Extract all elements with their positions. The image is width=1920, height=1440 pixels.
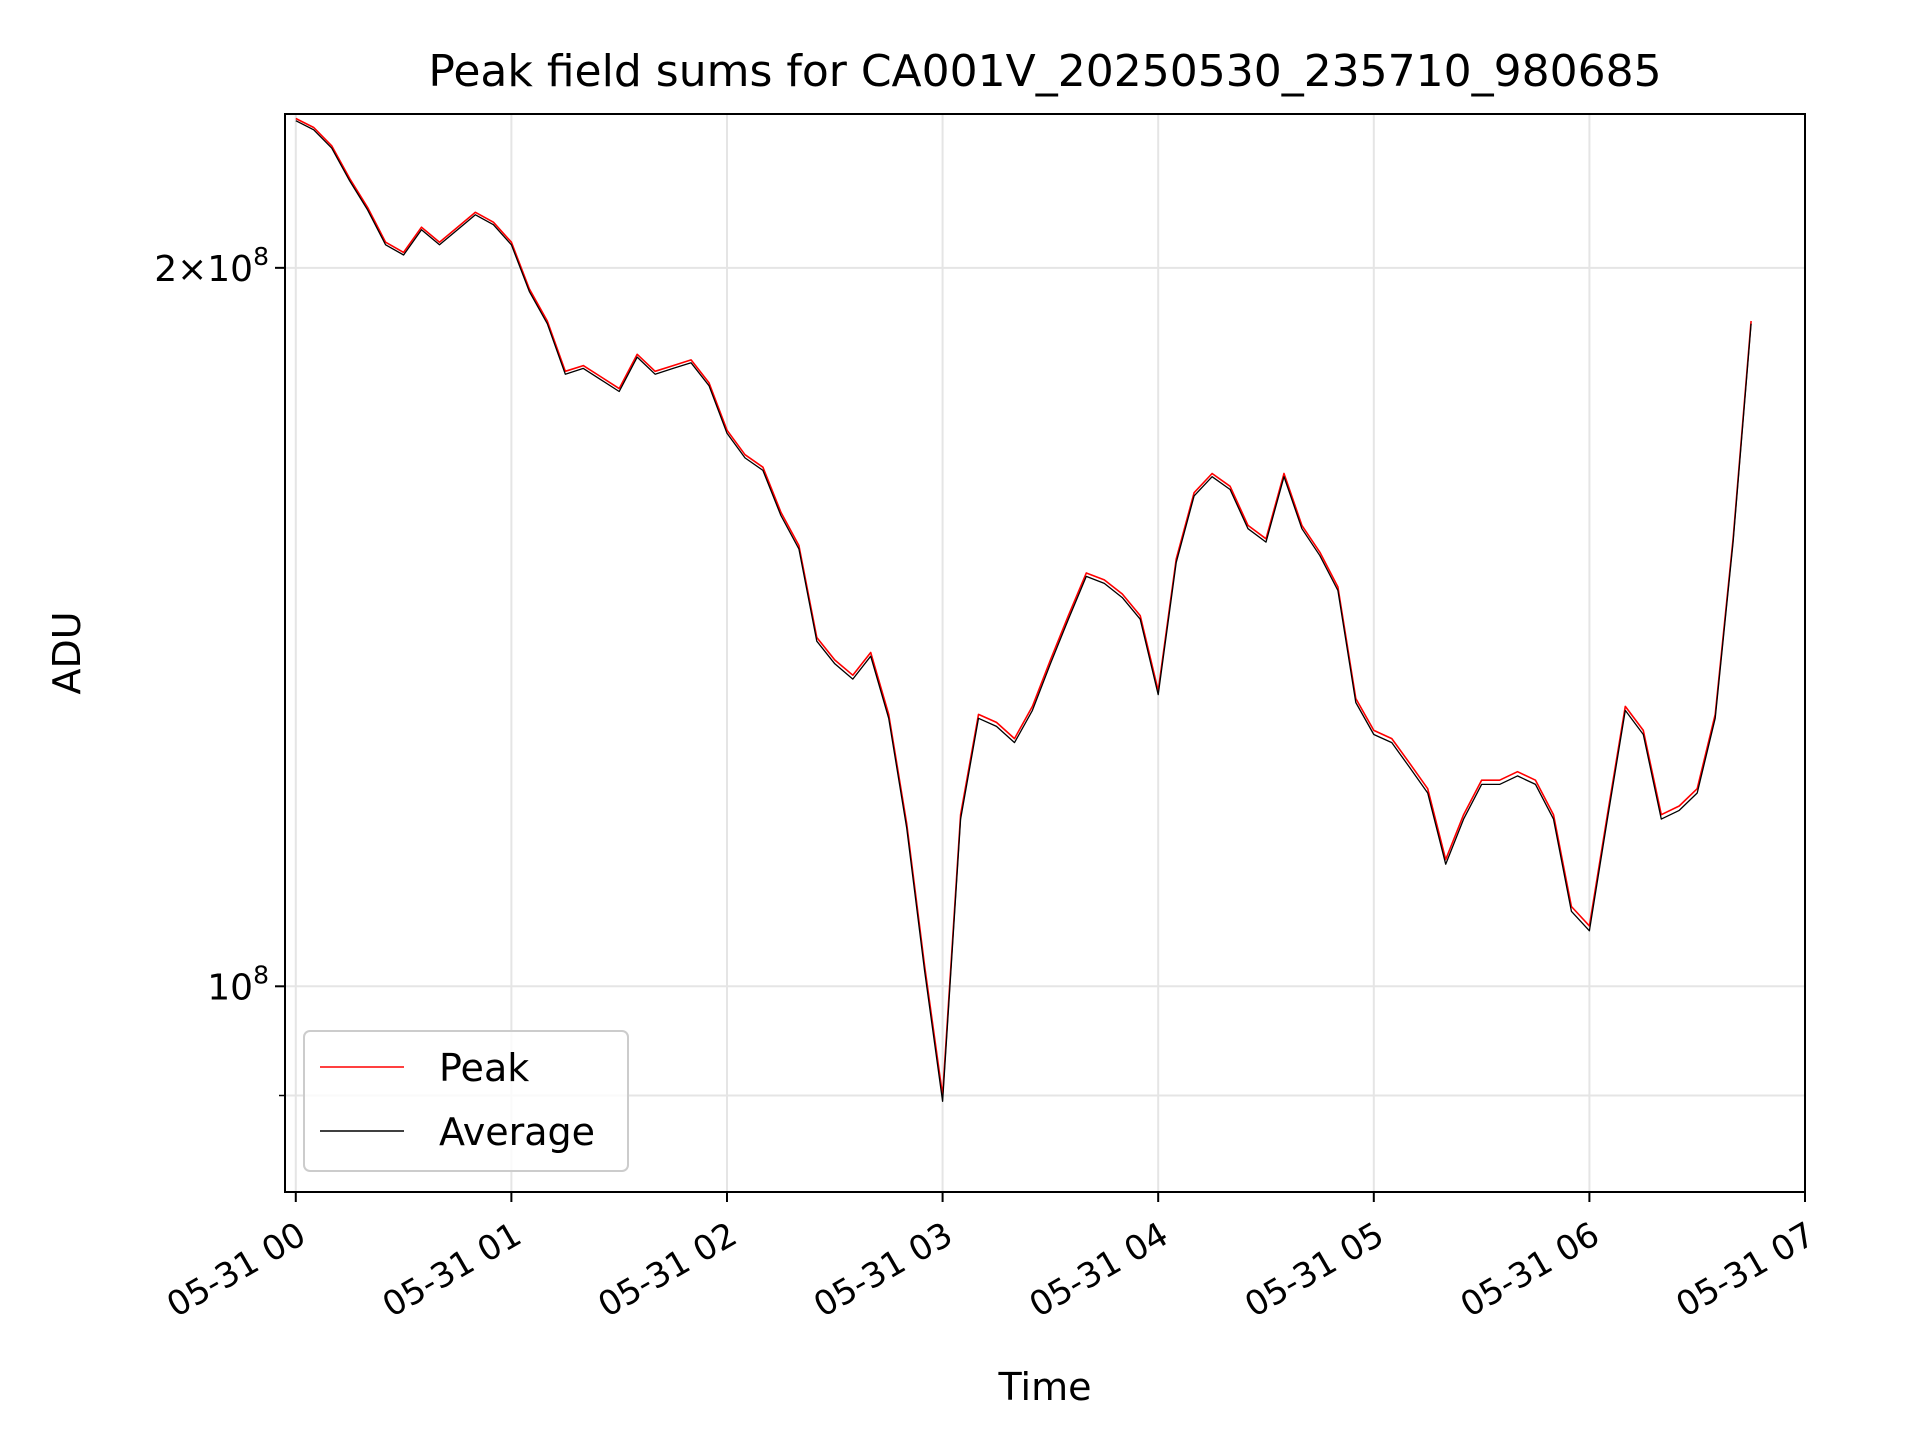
x-axis-ticks: 05-31 00 05-31 01 05-31 02 05-31 03 05-31 04… bbox=[160, 1192, 1822, 1326]
x-tick-label: 05-31 01 bbox=[376, 1215, 528, 1326]
x-tick-label: 05-31 07 bbox=[1670, 1215, 1822, 1326]
plot-area-frame bbox=[284, 113, 1806, 1193]
y-tick-times-sign: × bbox=[177, 249, 207, 290]
series-line-average bbox=[295, 120, 1752, 1102]
x-tick-label: 05-31 06 bbox=[1454, 1215, 1606, 1326]
x-tick-label: 05-31 03 bbox=[807, 1215, 959, 1326]
y-tick-exponent: 8 bbox=[253, 960, 269, 989]
y-tick-label: 2×108 bbox=[154, 242, 269, 290]
y-axis-label: ADU bbox=[45, 611, 89, 694]
legend-box bbox=[303, 1030, 629, 1172]
y-tick-base: 10 bbox=[207, 249, 253, 290]
series-line-peak bbox=[295, 117, 1752, 1097]
y-tick-base: 10 bbox=[207, 967, 253, 1008]
series-layer bbox=[295, 117, 1752, 1102]
y-tick-label: 108 bbox=[207, 960, 269, 1008]
legend: Peak Average bbox=[303, 1030, 629, 1172]
legend-label-peak: Peak bbox=[439, 1046, 529, 1090]
x-tick-label: 05-31 00 bbox=[160, 1215, 312, 1326]
y-tick-mantissa: 2 bbox=[154, 249, 177, 290]
x-tick-label: 05-31 04 bbox=[1023, 1215, 1175, 1326]
x-axis-label: Time bbox=[998, 1365, 1092, 1409]
x-tick-label: 05-31 05 bbox=[1238, 1215, 1390, 1326]
chart-title: Peak field sums for CA001V_20250530_2357… bbox=[428, 46, 1661, 97]
y-tick-exponent: 8 bbox=[253, 242, 269, 271]
legend-label-average: Average bbox=[439, 1110, 595, 1154]
x-tick-label: 05-31 02 bbox=[591, 1215, 743, 1326]
